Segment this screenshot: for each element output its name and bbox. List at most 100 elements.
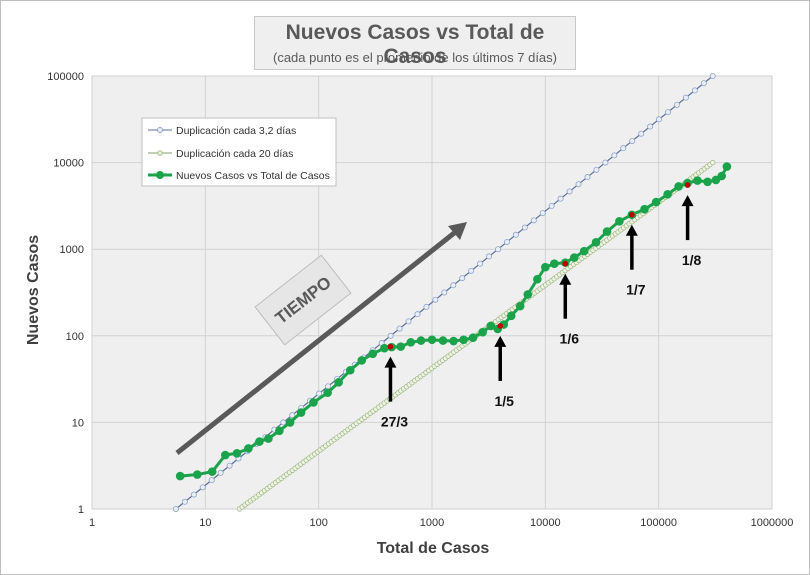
- series-1-point: [459, 275, 466, 282]
- series-3-point: [285, 418, 295, 427]
- series-1-point: [405, 318, 412, 325]
- series-3-point: [703, 177, 712, 187]
- series-1-point: [217, 469, 224, 476]
- annotation-marker: [684, 182, 691, 188]
- series-3-point: [323, 388, 332, 398]
- series-1-point: [423, 303, 430, 310]
- series-1-point: [539, 210, 546, 217]
- annotation-marker: [497, 323, 504, 329]
- series-1-point: [548, 202, 555, 209]
- series-1-point: [280, 419, 287, 426]
- series-1-point: [199, 484, 206, 491]
- series-1-point: [512, 231, 519, 238]
- series-3-point: [468, 333, 478, 343]
- y-tick-label: 1: [78, 504, 84, 516]
- series-3-point: [264, 434, 273, 443]
- series-1-point: [486, 253, 493, 260]
- annotation-label: 1/5: [494, 393, 514, 409]
- series-1-point: [208, 477, 215, 484]
- annotation-marker: [387, 343, 394, 350]
- series-1-point: [620, 145, 627, 152]
- annotation-label: 1/7: [626, 282, 646, 298]
- series-3-point: [663, 190, 672, 199]
- series-3-point: [478, 327, 487, 337]
- x-tick-label: 10: [199, 517, 211, 529]
- series-1-point: [495, 246, 502, 253]
- series-3-point: [550, 259, 559, 269]
- series-1-point: [700, 80, 707, 87]
- series-3-point: [615, 216, 624, 226]
- series-3-point: [275, 426, 284, 436]
- x-tick-label: 100000: [640, 517, 677, 529]
- series-3-point: [396, 342, 406, 351]
- series-2-point: [710, 159, 716, 166]
- series-1-point: [673, 101, 680, 108]
- x-tick-label: 1000000: [751, 517, 794, 529]
- series-3-point: [357, 356, 367, 365]
- series-3-point: [569, 253, 579, 262]
- chart-title-box: Nuevos Casos vs Total de Casos (cada pun…: [254, 16, 576, 70]
- x-tick-label: 1: [89, 517, 95, 529]
- annotation-arrowhead: [559, 273, 572, 285]
- series-3-point: [602, 227, 612, 236]
- series-3-point: [717, 171, 727, 181]
- series-1-point: [638, 130, 645, 137]
- time-trend-arrowhead: [448, 222, 467, 240]
- series-3-point: [406, 338, 416, 347]
- series-3-point: [651, 197, 661, 207]
- annotation-arrowhead: [384, 356, 397, 368]
- series-3-point: [438, 336, 448, 345]
- series-1-point: [503, 238, 510, 245]
- series-1-point: [647, 123, 654, 130]
- annotation-marker: [562, 260, 569, 267]
- series-layer: [172, 73, 732, 512]
- legend-label-series-1: Duplicación cada 3,2 días: [176, 125, 296, 137]
- series-3-point: [674, 182, 683, 191]
- annotation-label: 1/8: [682, 252, 702, 268]
- series-1-point: [316, 390, 323, 397]
- series-1-point: [396, 325, 403, 332]
- series-3-point: [449, 336, 458, 346]
- series-1-point: [432, 296, 439, 303]
- x-axis-label: Total de Casos: [377, 540, 490, 557]
- series-1-point: [593, 166, 600, 173]
- y-tick-labels: 1 10 100 1000 10000 100000: [47, 71, 84, 516]
- series-1-point: [226, 462, 233, 469]
- series-3-point: [368, 349, 378, 359]
- series-1-point: [656, 116, 663, 123]
- series-1-point: [181, 498, 188, 505]
- series-1-point: [557, 195, 564, 202]
- y-tick-label: 100: [66, 331, 84, 343]
- series-3-point: [255, 437, 264, 446]
- series-1-point: [477, 260, 484, 267]
- annotation-label: 1/6: [560, 331, 580, 347]
- series-1-point: [575, 181, 582, 188]
- series-3-point: [515, 301, 525, 311]
- series-3-point: [207, 467, 217, 476]
- series-1-point: [611, 152, 618, 159]
- y-tick-label: 10000: [53, 158, 84, 170]
- annotation-marker: [629, 211, 635, 218]
- series-3-point: [693, 176, 702, 185]
- series-3-point: [345, 365, 355, 375]
- series-1-point: [468, 267, 475, 274]
- legend-label-series-3: Nuevos Casos vs Total de Casos: [176, 170, 330, 182]
- series-3-point: [506, 311, 516, 321]
- series-1-point: [691, 87, 698, 94]
- series-3-point: [416, 336, 426, 345]
- series-1-point: [566, 188, 573, 195]
- series-3-point: [232, 448, 242, 458]
- series-3-point: [334, 378, 343, 387]
- series-3-point: [722, 162, 732, 171]
- chart-title: Nuevos Casos vs Total de Casos: [285, 21, 545, 68]
- series-1-point: [530, 217, 537, 224]
- series-1-point: [450, 282, 457, 289]
- series-3-point: [427, 335, 437, 345]
- y-tick-label: 1000: [60, 244, 84, 256]
- series-3-point: [486, 321, 496, 331]
- series-1-point: [172, 505, 179, 512]
- series-1-point: [665, 109, 672, 116]
- series-1-point: [521, 224, 528, 231]
- legend-label-series-2: Duplicación cada 20 días: [176, 148, 293, 160]
